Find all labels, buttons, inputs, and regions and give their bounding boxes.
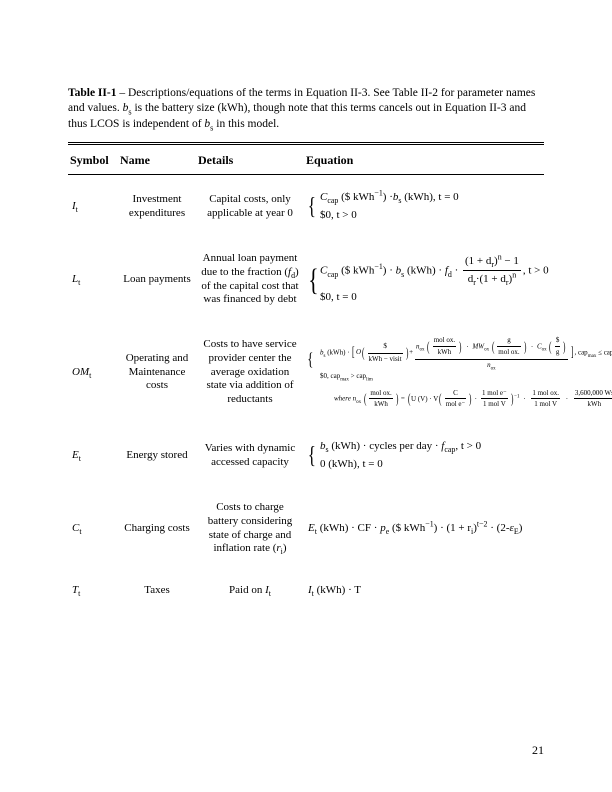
- equation-cell: bs (kWh) · [ O ($kWh − visit) + nox (mol…: [304, 321, 544, 424]
- name-cell: Operating and Maintenance costs: [118, 321, 196, 424]
- details-cell: Capital costs, only applicable at year 0: [196, 175, 304, 239]
- th-name: Name: [118, 145, 196, 175]
- equation-cell: It (kWh) · T: [304, 570, 544, 612]
- table-row: It Investment expenditures Capital costs…: [68, 175, 544, 239]
- piecewise: bs (kWh) · [ O ($kWh − visit) + nox (mol…: [308, 335, 612, 382]
- name-cell: Energy stored: [118, 424, 196, 487]
- piecewise: Ccap ($ kWh−1) ·bs (kWh), t = 0 $0, t > …: [308, 189, 459, 224]
- table-header-row: Symbol Name Details Equation: [68, 145, 544, 175]
- name-cell: Investment expenditures: [118, 175, 196, 239]
- th-details: Details: [196, 145, 304, 175]
- name-cell: Loan payments: [118, 238, 196, 321]
- table-row: Tt Taxes Paid on It It (kWh) · T: [68, 570, 544, 612]
- details-cell: Costs to have service provider center th…: [196, 321, 304, 424]
- th-equation: Equation: [304, 145, 544, 175]
- details-cell: Annual loan payment due to the fraction …: [196, 238, 304, 321]
- name-cell: Taxes: [118, 570, 196, 612]
- symbol-cell: It: [68, 175, 118, 239]
- page-number: 21: [532, 743, 544, 758]
- equation-cell: Et (kWh) · CF · pe ($ kWh−1) · (1 + ri)t…: [304, 487, 544, 570]
- th-symbol: Symbol: [68, 145, 118, 175]
- name-cell: Charging costs: [118, 487, 196, 570]
- details-cell: Paid on It: [196, 570, 304, 612]
- table-row: Lt Loan payments Annual loan payment due…: [68, 238, 544, 321]
- page: Table II-1 – Descriptions/equations of t…: [0, 0, 612, 792]
- symbol-cell: Ct: [68, 487, 118, 570]
- table-caption: Table II-1 – Descriptions/equations of t…: [68, 86, 544, 133]
- symbol-cell: Lt: [68, 238, 118, 321]
- symbol-cell: OMt: [68, 321, 118, 424]
- details-cell: Varies with dynamic accessed capacity: [196, 424, 304, 487]
- piecewise: bs (kWh) · cycles per day · fcap, t > 0 …: [308, 438, 481, 473]
- symbol-cell: Tt: [68, 570, 118, 612]
- equation-cell: bs (kWh) · cycles per day · fcap, t > 0 …: [304, 424, 544, 487]
- table-row: Ct Charging costs Costs to charge batter…: [68, 487, 544, 570]
- table-row: OMt Operating and Maintenance costs Cost…: [68, 321, 544, 424]
- caption-label: Table II-1: [68, 87, 116, 99]
- equation-cell: Ccap ($ kWh−1) ·bs (kWh), t = 0 $0, t > …: [304, 175, 544, 239]
- piecewise: Ccap ($ kWh−1) · bs (kWh) · fd · (1 + dr…: [308, 253, 549, 307]
- symbol-cell: Et: [68, 424, 118, 487]
- definitions-table: Symbol Name Details Equation It Investme…: [68, 145, 544, 612]
- equation-cell: Ccap ($ kWh−1) · bs (kWh) · fd · (1 + dr…: [304, 238, 544, 321]
- where-clause: where nox (mol ox.kWh) = ( U (V) · V (Cm…: [308, 388, 540, 410]
- table-row: Et Energy stored Varies with dynamic acc…: [68, 424, 544, 487]
- details-cell: Costs to charge battery considering stat…: [196, 487, 304, 570]
